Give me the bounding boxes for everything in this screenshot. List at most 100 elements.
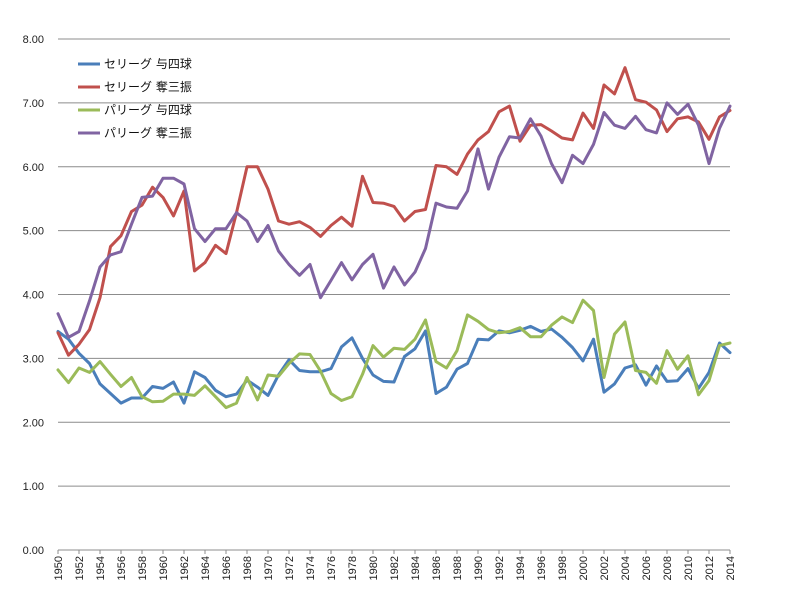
x-tick-label: 1962: [179, 556, 191, 580]
data-point: [424, 329, 427, 333]
data-point: [361, 175, 364, 178]
data-point: [224, 395, 228, 398]
data-point: [487, 130, 490, 133]
data-point: [644, 384, 648, 387]
data-point: [245, 219, 249, 223]
data-point: [193, 227, 196, 230]
y-tick-label: 1.00: [23, 481, 44, 493]
y-tick-label: 5.00: [23, 226, 44, 238]
x-tick-label: 2012: [704, 556, 716, 580]
data-point: [361, 357, 364, 360]
x-tick-label: 1990: [473, 556, 485, 580]
legend-label: パリーグ 奪三振: [104, 125, 192, 140]
data-point: [98, 360, 102, 363]
series-lines: [56, 66, 732, 410]
gridlines: [58, 38, 730, 551]
data-point: [109, 245, 112, 248]
data-point: [140, 203, 144, 207]
data-point: [445, 385, 448, 389]
x-tick-label: 1996: [536, 556, 548, 580]
data-point: [466, 189, 469, 193]
data-point: [560, 336, 564, 339]
data-point: [550, 129, 553, 133]
data-point: [623, 366, 627, 370]
data-point: [623, 66, 627, 69]
data-point: [581, 359, 585, 363]
data-point: [476, 320, 480, 323]
y-tick-label: 6.00: [23, 162, 44, 174]
data-point: [518, 136, 522, 140]
data-point: [592, 143, 595, 146]
data-point: [308, 263, 312, 266]
data-point: [634, 98, 637, 101]
data-point: [340, 345, 343, 349]
data-point: [193, 370, 196, 373]
data-point: [581, 162, 585, 165]
y-tick-label: 0.00: [23, 545, 44, 557]
data-point: [266, 224, 270, 227]
data-point: [245, 376, 249, 379]
data-point: [466, 152, 469, 156]
data-point: [424, 247, 427, 250]
data-point: [676, 379, 679, 382]
x-axis: 1950 1952 1954 1956 1958 1960 1962 1964 1966 1968…: [53, 550, 737, 580]
data-point: [592, 309, 595, 312]
data-point: [88, 362, 91, 365]
data-point: [697, 124, 700, 127]
x-tick-label: 1998: [557, 556, 569, 580]
legend-label: セリーグ 奪三振: [104, 79, 192, 94]
x-tick-label: 2000: [578, 556, 590, 580]
x-tick-label: 2008: [662, 556, 674, 580]
x-tick-label: 1952: [74, 556, 86, 580]
data-point: [382, 286, 385, 290]
data-point: [350, 225, 354, 228]
data-point: [172, 177, 175, 180]
data-point: [707, 371, 711, 374]
data-point: [581, 299, 585, 302]
x-tick-label: 1992: [494, 556, 506, 580]
data-point: [382, 202, 385, 205]
data-point: [445, 366, 448, 370]
data-point: [371, 253, 375, 256]
data-point: [77, 343, 81, 346]
data-point: [340, 399, 343, 402]
data-point: [235, 211, 238, 214]
data-point: [550, 324, 553, 327]
data-point: [718, 115, 721, 119]
data-point: [214, 244, 217, 247]
x-tick-label: 2010: [683, 556, 695, 580]
x-tick-label: 1960: [158, 556, 170, 580]
data-point: [434, 392, 438, 395]
data-point: [655, 108, 658, 112]
data-point: [644, 101, 648, 104]
data-point: [298, 352, 301, 356]
data-point: [529, 325, 532, 328]
data-point: [371, 373, 375, 377]
data-point: [644, 371, 648, 374]
data-point: [539, 335, 543, 338]
x-tick-label: 1976: [326, 556, 338, 580]
data-point: [424, 208, 427, 211]
data-point: [161, 177, 165, 180]
data-point: [602, 376, 606, 379]
data-point: [487, 187, 490, 191]
data-point: [224, 252, 228, 255]
x-tick-label: 2002: [599, 556, 611, 580]
data-point: [413, 270, 417, 274]
data-point: [151, 194, 154, 198]
data-point: [655, 382, 658, 385]
data-point: [676, 368, 679, 371]
data-point: [67, 381, 70, 384]
y-tick-label: 2.00: [23, 417, 44, 429]
data-point: [161, 400, 165, 403]
data-point: [571, 154, 574, 157]
data-point: [581, 111, 585, 115]
data-point: [287, 358, 291, 361]
data-point: [728, 341, 732, 345]
data-point: [119, 401, 123, 405]
data-point: [686, 354, 690, 357]
data-point: [403, 283, 406, 287]
data-point: [277, 375, 280, 378]
data-point: [560, 315, 564, 319]
